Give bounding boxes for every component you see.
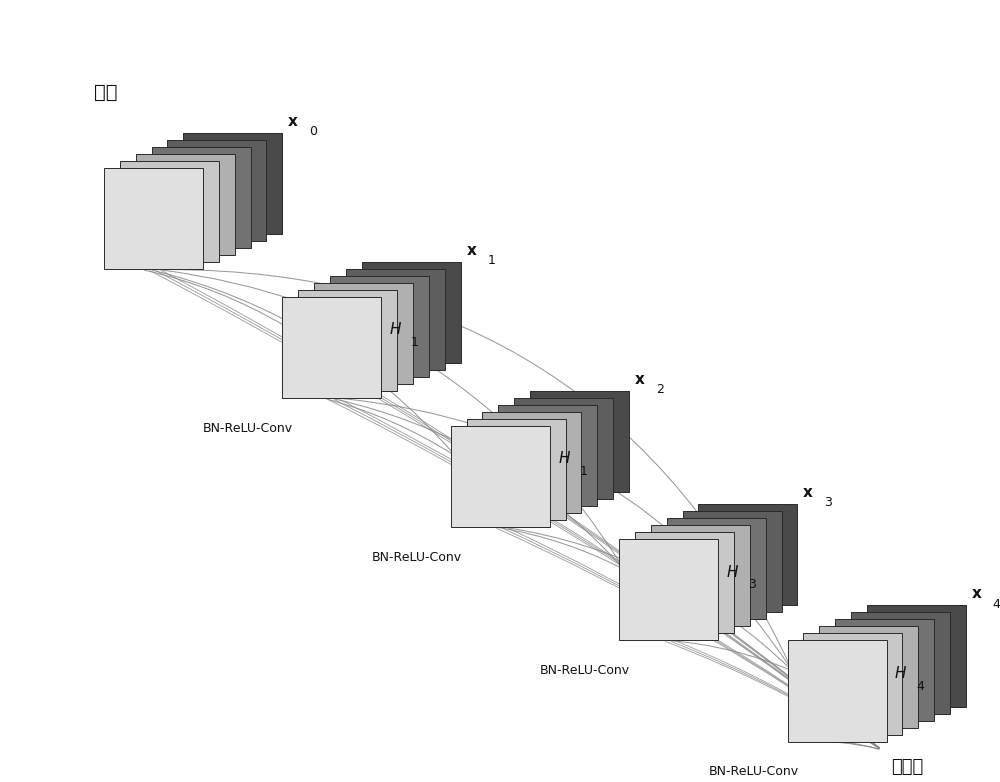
Bar [282, 297, 381, 398]
Bar [851, 612, 950, 714]
Bar [120, 161, 219, 263]
FancyArrowPatch shape [497, 529, 879, 748]
FancyArrowPatch shape [671, 640, 790, 670]
Bar [530, 390, 629, 492]
FancyArrowPatch shape [328, 400, 879, 748]
Bar [152, 147, 251, 249]
Text: $\mathbf{x}$: $\mathbf{x}$ [466, 242, 477, 258]
FancyArrowPatch shape [335, 399, 622, 567]
FancyArrowPatch shape [340, 400, 879, 748]
FancyArrowPatch shape [509, 529, 879, 748]
Text: 转换层: 转换层 [892, 758, 924, 776]
Bar [788, 640, 887, 742]
Text: $H$: $H$ [558, 450, 571, 466]
Text: BN-ReLU-Conv: BN-ReLU-Conv [708, 766, 798, 778]
Bar [667, 518, 766, 619]
Text: BN-ReLU-Conv: BN-ReLU-Conv [203, 421, 293, 435]
Bar [167, 140, 266, 242]
Text: 3: 3 [748, 578, 756, 591]
Bar [514, 397, 613, 499]
Text: 1: 1 [411, 336, 419, 349]
Bar [298, 290, 397, 391]
Text: BN-ReLU-Conv: BN-ReLU-Conv [371, 551, 462, 564]
Bar [314, 283, 413, 384]
Bar [835, 619, 934, 721]
FancyArrowPatch shape [168, 270, 791, 669]
Bar [819, 626, 918, 728]
Text: $\mathbf{x}$: $\mathbf{x}$ [971, 586, 982, 601]
FancyArrowPatch shape [834, 742, 879, 749]
Bar [136, 154, 235, 256]
FancyArrowPatch shape [162, 271, 879, 748]
Text: $\mathbf{x}$: $\mathbf{x}$ [802, 485, 814, 500]
FancyArrowPatch shape [327, 399, 453, 454]
Bar [482, 411, 581, 513]
FancyArrowPatch shape [840, 742, 879, 749]
Bar [867, 605, 966, 707]
FancyArrowPatch shape [665, 641, 879, 748]
Text: 4: 4 [916, 680, 924, 693]
FancyArrowPatch shape [846, 742, 879, 749]
Bar [362, 262, 461, 363]
Bar [651, 525, 750, 626]
Bar [803, 633, 902, 735]
Text: $H$: $H$ [389, 321, 402, 337]
Text: $H$: $H$ [894, 665, 908, 681]
FancyArrowPatch shape [144, 270, 285, 326]
FancyArrowPatch shape [677, 641, 879, 748]
Text: 1: 1 [487, 254, 495, 267]
FancyArrowPatch shape [160, 270, 623, 567]
Text: 输入: 输入 [94, 83, 118, 102]
Bar [467, 418, 566, 520]
Text: $\mathbf{x}$: $\mathbf{x}$ [634, 371, 646, 386]
FancyArrowPatch shape [507, 528, 790, 669]
Text: 0: 0 [309, 125, 317, 138]
Bar [104, 168, 203, 270]
Bar [683, 511, 782, 612]
Text: 2: 2 [656, 383, 664, 396]
Bar [619, 539, 718, 640]
Text: 3: 3 [824, 497, 832, 509]
Text: 4: 4 [993, 597, 1000, 611]
Text: $\mathbf{x}$: $\mathbf{x}$ [287, 114, 299, 129]
FancyArrowPatch shape [503, 529, 879, 748]
Bar [698, 504, 797, 605]
FancyArrowPatch shape [334, 400, 879, 748]
FancyArrowPatch shape [152, 270, 454, 454]
FancyArrowPatch shape [671, 641, 879, 748]
Text: BN-ReLU-Conv: BN-ReLU-Conv [540, 664, 630, 677]
Bar [635, 532, 734, 633]
Bar [346, 269, 445, 370]
Bar [183, 133, 282, 235]
Bar [330, 276, 429, 377]
Bar [498, 404, 597, 506]
Text: 1: 1 [579, 465, 587, 478]
FancyArrowPatch shape [150, 271, 879, 748]
FancyArrowPatch shape [156, 271, 879, 748]
Text: $H$: $H$ [726, 564, 739, 579]
Bar [451, 425, 550, 527]
FancyArrowPatch shape [343, 399, 791, 669]
FancyArrowPatch shape [499, 528, 622, 568]
